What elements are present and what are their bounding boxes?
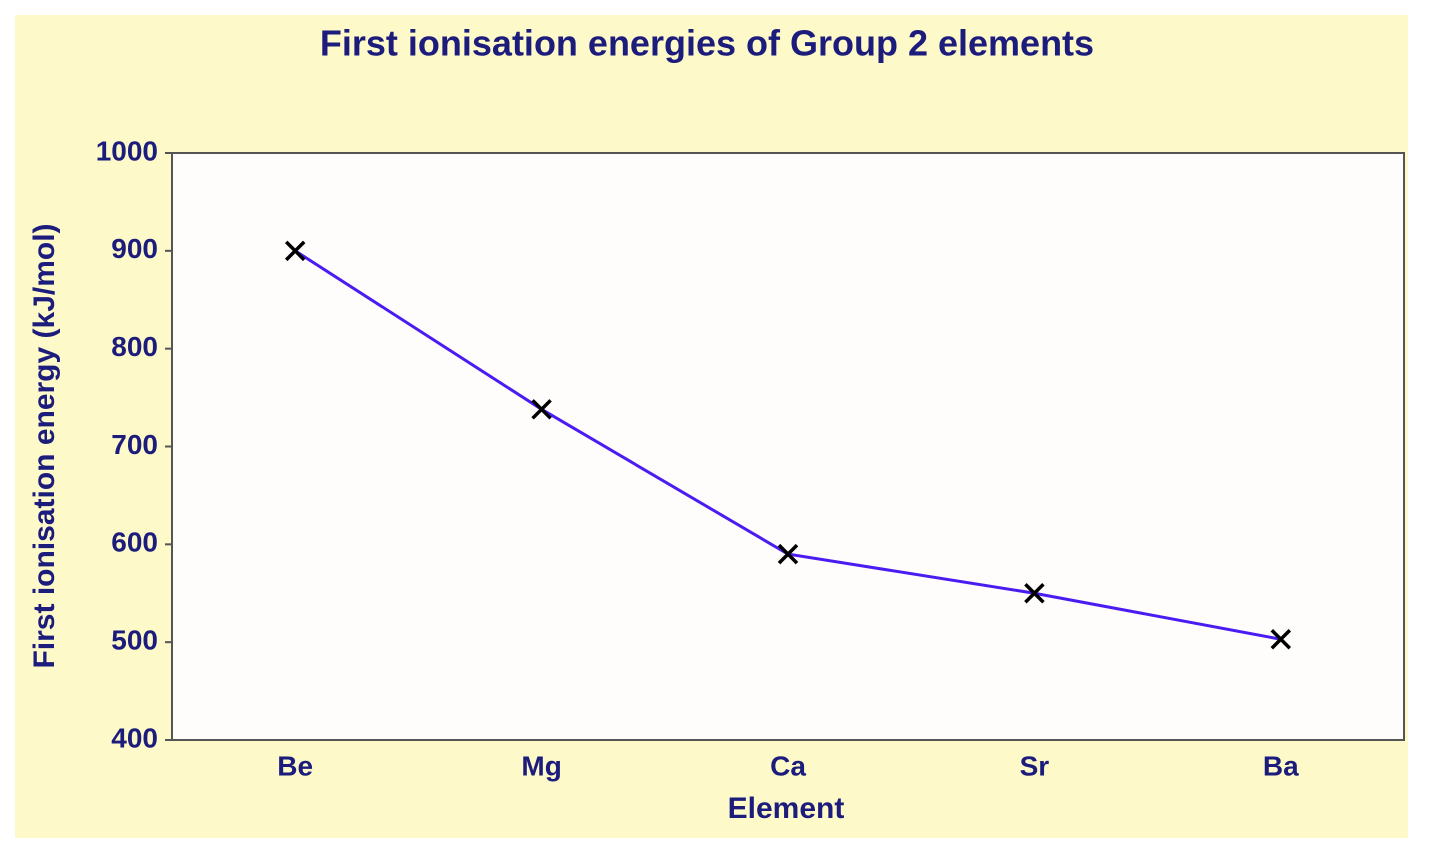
x-axis-label: Element [728,792,845,825]
y-tick-label: 900 [111,233,158,264]
data-marker [531,399,552,420]
x-tick-label: Ca [770,750,806,781]
x-tick-label: Be [277,750,313,781]
y-tick-label: 800 [111,331,158,362]
y-tick-label: 400 [111,722,158,753]
y-axis-label: First ionisation energy (kJ/mol) [28,223,61,668]
data-marker [1024,583,1045,604]
y-tick-label: 700 [111,429,158,460]
chart-title: First ionisation energies of Group 2 ele… [320,23,1094,64]
y-tick-label: 600 [111,527,158,558]
x-tick-label: Ba [1263,750,1299,781]
x-tick-label: Sr [1020,750,1050,781]
data-marker [284,240,306,262]
data-marker [1270,628,1292,650]
plot-area [171,152,1405,741]
x-tick-label: Mg [521,750,561,781]
y-tick-label: 500 [111,625,158,656]
y-tick-label: 1000 [96,135,158,166]
data-marker [777,543,799,565]
